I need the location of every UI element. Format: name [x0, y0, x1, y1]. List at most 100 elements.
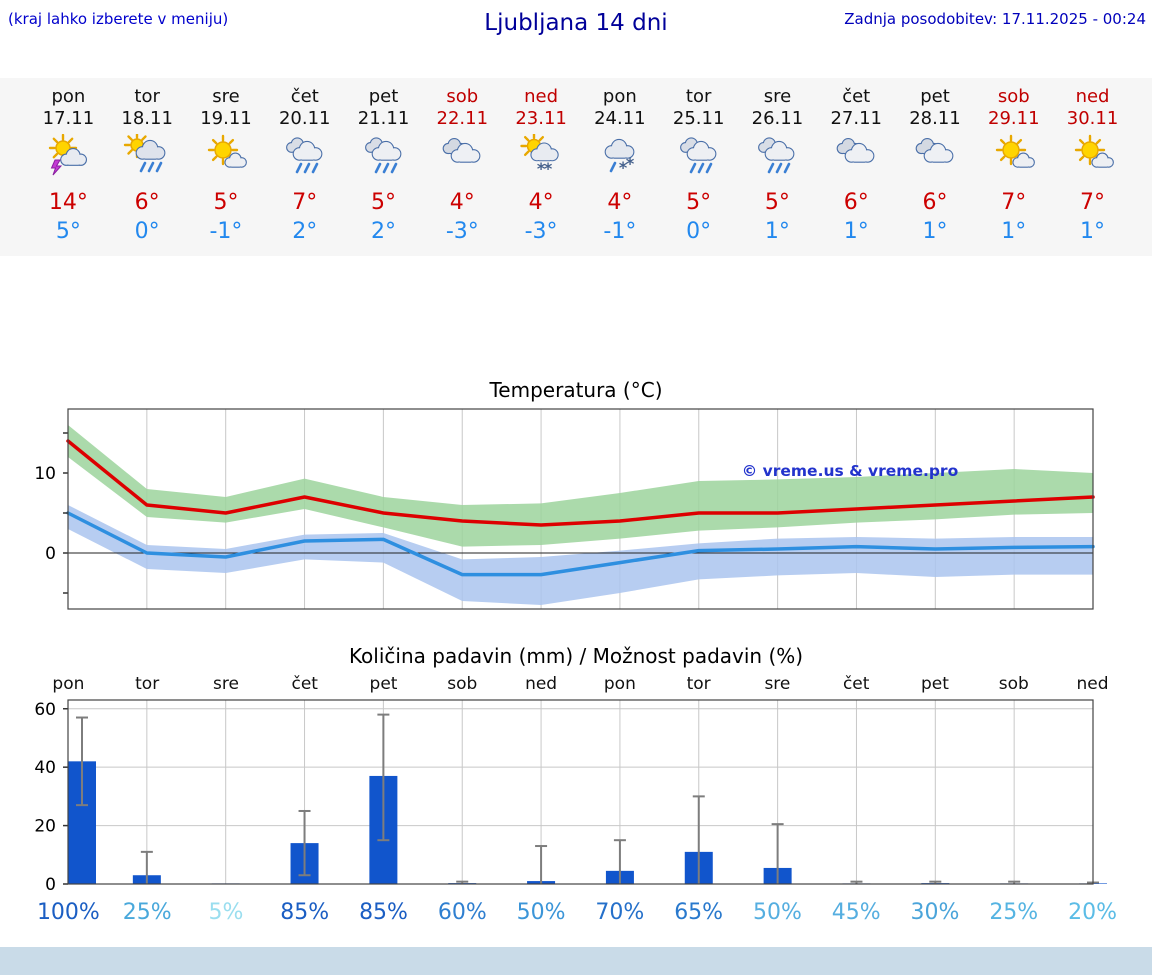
day-name: pon — [51, 86, 86, 107]
storm-sun-weather-icon — [29, 130, 108, 184]
precip-day-label: ned — [1076, 674, 1109, 694]
cloudy-weather-icon — [817, 130, 896, 184]
day-column[interactable]: sob 22.11 4° -3° — [423, 86, 502, 244]
location-menu-hint[interactable]: (kraj lahko izberete v meniju) — [8, 10, 229, 28]
precip-day-label: pon — [603, 674, 636, 694]
precip-day-label: sre — [764, 674, 791, 694]
temp-max: 7° — [1001, 190, 1027, 215]
day-date: 18.11 — [121, 108, 173, 129]
precip-day-label: sob — [447, 674, 478, 694]
temp-min: 1° — [1080, 219, 1106, 244]
temp-max: 4° — [607, 190, 633, 215]
temperature-chart-title: Temperatura (°C) — [489, 378, 663, 402]
day-column[interactable]: pon 24.11 * * 4° -1° — [580, 86, 659, 244]
watermark: © vreme.us & vreme.pro — [742, 462, 958, 480]
svg-text:10: 10 — [34, 464, 56, 484]
temp-max: 5° — [686, 190, 712, 215]
day-column[interactable]: sre 26.11 5° 1° — [738, 86, 817, 244]
precip-probability: 20% — [1068, 900, 1117, 925]
temp-min: 0° — [134, 219, 160, 244]
temp-min: -1° — [603, 219, 637, 244]
precipitation-day-labels: pon tor sre čet pet sob ned pon tor sre čet pet sob n… — [0, 672, 1152, 696]
day-date: 17.11 — [42, 108, 95, 129]
temp-max: 7° — [292, 190, 318, 215]
sleet-weather-icon: * * — [580, 130, 659, 184]
temp-max: 14° — [48, 190, 88, 215]
precip-day-label: tor — [135, 674, 160, 694]
day-date: 23.11 — [515, 108, 567, 129]
rain-weather-icon — [344, 130, 423, 184]
day-column[interactable]: tor 25.11 5° 0° — [659, 86, 738, 244]
day-name: pon — [602, 86, 637, 107]
last-updated: Zadnja posodobitev: 17.11.2025 - 00:24 — [844, 10, 1146, 28]
day-column[interactable]: tor 18.11 6° 0° — [108, 86, 187, 244]
temp-max: 6° — [922, 190, 948, 215]
temperature-chart-svg: 0 10 © vreme.us & vreme.pro — [34, 408, 1095, 610]
day-column[interactable]: čet 27.11 6° 1° — [817, 86, 896, 244]
day-date: 21.11 — [357, 108, 410, 129]
precip-day-label: sob — [998, 674, 1029, 694]
temp-min: 2° — [371, 219, 397, 244]
ad-spacer — [0, 256, 1152, 378]
temp-min: 2° — [292, 219, 318, 244]
precipitation-probability-row: 100% 25% 5% 85% 85% 60% 50% 70% 65% 50% 45% 30% 25% 2… — [0, 900, 1152, 925]
precip-probability: 25% — [122, 900, 172, 925]
precip-day-label: pet — [921, 674, 949, 694]
svg-text:*: * — [537, 159, 546, 178]
svg-text:0: 0 — [45, 544, 56, 564]
day-column[interactable]: čet 20.11 7° 2° — [265, 86, 344, 244]
precip-day-label: ned — [525, 674, 558, 694]
cloudy-weather-icon — [896, 130, 975, 184]
temp-max: 4° — [528, 190, 554, 215]
day-column[interactable]: pet 21.11 5° 2° — [344, 86, 423, 244]
precip-day-label: tor — [686, 674, 711, 694]
day-name: tor — [134, 86, 160, 107]
sun-cloud-weather-icon — [187, 130, 266, 184]
day-column[interactable]: pet 28.11 6° 1° — [896, 86, 975, 244]
precip-day-label: pon — [52, 674, 85, 694]
bottom-strip — [0, 947, 1152, 975]
day-column[interactable]: ned 23.11 * * 4° -3° — [502, 86, 581, 244]
day-date: 25.11 — [672, 108, 725, 129]
day-column[interactable]: sre 19.11 5° -1° — [187, 86, 266, 244]
days-band: pon 17.11 14° 5° tor 18.11 6° 0° sre 19.… — [0, 78, 1152, 256]
precip-probability: 50% — [516, 900, 566, 925]
day-date: 28.11 — [909, 108, 961, 129]
temp-max: 5° — [764, 190, 790, 215]
day-name: ned — [524, 86, 559, 107]
day-name: pet — [920, 86, 950, 107]
cloudy-weather-icon — [423, 130, 502, 184]
precip-probability: 65% — [674, 900, 724, 925]
temp-min: 1° — [764, 219, 790, 244]
precipitation-chart-svg: 0 20 40 60 — [34, 699, 1107, 895]
day-name: čet — [290, 86, 319, 107]
temp-min: -3° — [524, 219, 558, 244]
temperature-chart: 0 10 © vreme.us & vreme.pro — [0, 406, 1152, 612]
temp-min: 0° — [686, 219, 712, 244]
day-column[interactable]: pon 17.11 14° 5° — [29, 86, 108, 244]
day-date: 30.11 — [1066, 108, 1119, 129]
precipitation-chart-title: Količina padavin (mm) / Možnost padavin … — [348, 644, 804, 668]
rain-weather-icon — [659, 130, 738, 184]
rain-weather-icon — [738, 130, 817, 184]
day-column[interactable]: ned 30.11 7° 1° — [1053, 86, 1132, 244]
temp-max: 7° — [1080, 190, 1106, 215]
svg-text:*: * — [619, 158, 628, 177]
precip-probability: 100% — [36, 900, 100, 925]
temp-max: 5° — [213, 190, 239, 215]
precip-probability: 85% — [359, 900, 408, 925]
temp-max: 6° — [134, 190, 160, 215]
day-column[interactable]: sob 29.11 7° 1° — [974, 86, 1053, 244]
day-name: sob — [997, 86, 1030, 107]
precip-day-label: pet — [369, 674, 398, 694]
temp-max: 6° — [843, 190, 869, 215]
temp-max: 5° — [371, 190, 397, 215]
day-date: 26.11 — [751, 108, 804, 129]
svg-text:20: 20 — [34, 817, 56, 837]
temp-min: 1° — [1001, 219, 1027, 244]
rain-sun-weather-icon — [108, 130, 187, 184]
day-date: 29.11 — [988, 108, 1040, 129]
svg-text:0: 0 — [45, 875, 56, 892]
day-date: 22.11 — [436, 108, 489, 129]
rain-weather-icon — [265, 130, 344, 184]
